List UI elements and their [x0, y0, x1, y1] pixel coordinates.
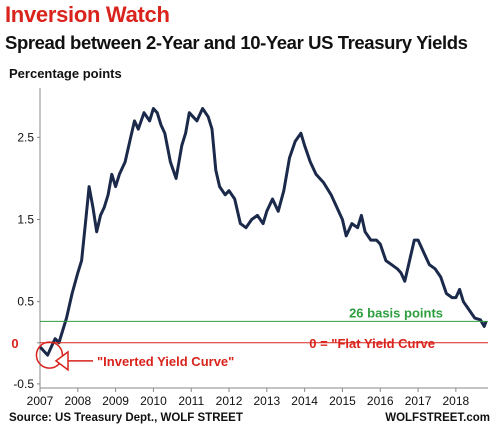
inverted-curve-annotation: "Inverted Yield Curve"	[97, 354, 234, 369]
x-tick-label: 2011	[178, 394, 204, 408]
x-tick-label: 2016	[367, 394, 394, 408]
inversion-arrow-head	[54, 350, 69, 372]
spread-series-line	[38, 107, 488, 357]
basis-points-annotation: 26 basis points	[349, 305, 443, 320]
y-axis-label: Percentage points	[9, 66, 122, 81]
chart-title: Inversion Watch	[5, 2, 170, 27]
x-tick-label: 2007	[27, 394, 54, 408]
chart-axes: -0.5 0.5 1.5 2.5 2007 2008 2009 2010 2011 2012 201…	[13, 88, 488, 408]
x-tick-label: 2015	[329, 394, 356, 408]
chart-annotations: 26 basis points 0 0 = "Flat Yield Curve "In…	[11, 305, 488, 372]
zero-axis-label: 0	[11, 336, 18, 351]
flat-curve-annotation: 0 = "Flat Yield Curve	[309, 336, 435, 351]
series-layer	[38, 107, 488, 357]
x-tick-label: 2017	[405, 394, 432, 408]
brand-logo-text: WOLFSTREET.com	[385, 412, 490, 424]
x-tick-label: 2018	[443, 394, 470, 408]
chart-subtitle: Spread between 2-Year and 10-Year US Tre…	[5, 32, 468, 53]
source-note: Source: US Treasury Dept., WOLF STREET	[9, 412, 243, 424]
x-tick-label: 2014	[291, 394, 318, 408]
x-tick-label: 2008	[64, 394, 91, 408]
x-tick-label: 2012	[216, 394, 243, 408]
y-tick-label: 0.5	[17, 295, 34, 309]
y-tick-label: 1.5	[17, 213, 34, 227]
x-tick-label: 2010	[140, 394, 167, 408]
y-tick-label: -0.5	[13, 377, 34, 391]
y-tick-label: 2.5	[17, 130, 34, 144]
x-tick-label: 2013	[253, 394, 280, 408]
x-tick-label: 2009	[102, 394, 129, 408]
